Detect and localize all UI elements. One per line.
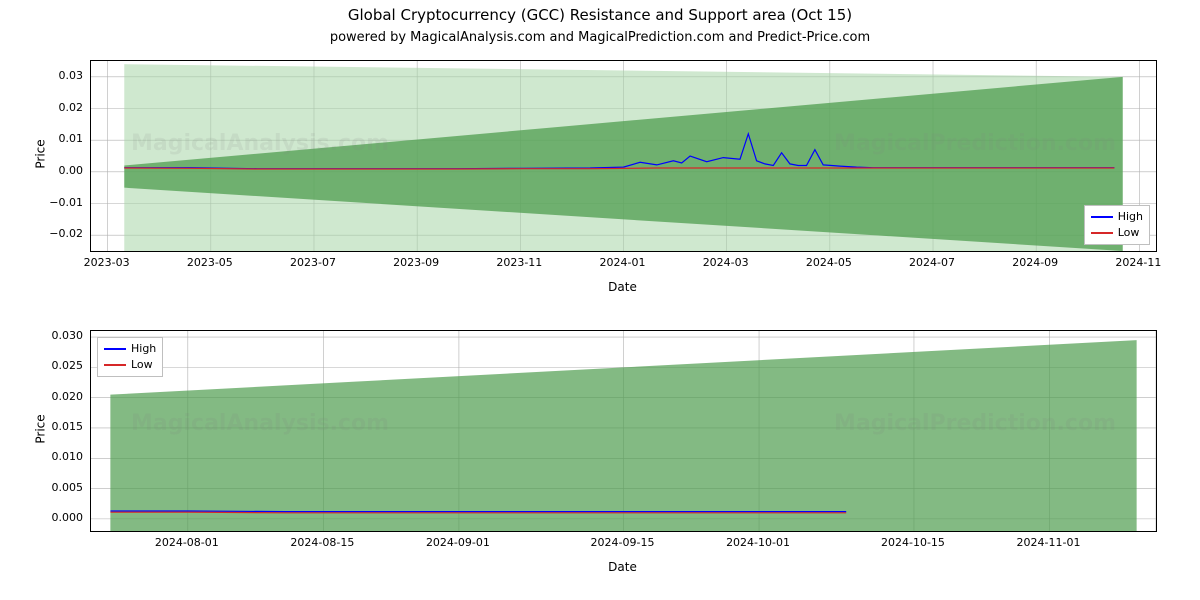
x-tick-label: 2024-11-01 [1011,536,1087,549]
x-tick-label: 2023-07 [283,256,343,269]
y-tick-label: 0.000 [35,511,83,524]
legend: High Low [1084,205,1150,245]
y-tick-label: 0.03 [35,69,83,82]
legend-swatch [1091,216,1113,218]
y-tick-label: 0.005 [35,481,83,494]
x-tick-label: 2024-11 [1108,256,1168,269]
bottom-plot-area: MagicalAnalysis.com MagicalPrediction.co… [90,330,1157,532]
chart-title: Global Cryptocurrency (GCC) Resistance a… [0,6,1200,24]
bottom-plot-svg [91,331,1156,531]
x-tick-label: 2024-03 [696,256,756,269]
legend-swatch [104,348,126,350]
x-tick-label: 2024-01 [593,256,653,269]
top-plot-svg [91,61,1156,251]
y-tick-label: 0.02 [35,101,83,114]
y-tick-label: −0.02 [35,227,83,240]
legend-item: High [1091,209,1143,225]
x-tick-label: 2024-09 [1005,256,1065,269]
x-axis-label: Date [90,560,1155,574]
legend-item: Low [104,357,156,373]
legend-item: Low [1091,225,1143,241]
x-tick-label: 2024-08-15 [284,536,360,549]
figure: Global Cryptocurrency (GCC) Resistance a… [0,0,1200,600]
x-tick-label: 2024-09-01 [420,536,496,549]
x-tick-label: 2023-11 [489,256,549,269]
x-tick-label: 2023-03 [77,256,137,269]
y-tick-label: 0.025 [35,359,83,372]
x-tick-label: 2024-09-15 [585,536,661,549]
x-tick-label: 2024-10-01 [720,536,796,549]
legend-label: Low [1118,225,1140,241]
legend-swatch [1091,232,1113,234]
y-tick-label: 0.030 [35,329,83,342]
legend-swatch [104,364,126,366]
y-tick-label: −0.01 [35,196,83,209]
x-axis-label: Date [90,280,1155,294]
y-tick-label: 0.010 [35,450,83,463]
legend-label: Low [131,357,153,373]
y-tick-label: 0.020 [35,390,83,403]
legend: High Low [97,337,163,377]
x-tick-label: 2023-09 [386,256,446,269]
x-tick-label: 2024-07 [902,256,962,269]
chart-subtitle: powered by MagicalAnalysis.com and Magic… [0,30,1200,45]
x-tick-label: 2024-08-01 [149,536,225,549]
y-tick-label: 0.00 [35,164,83,177]
y-tick-label: 0.01 [35,132,83,145]
legend-label: High [131,341,156,357]
x-tick-label: 2024-10-15 [875,536,951,549]
top-plot-area: MagicalAnalysis.com MagicalPrediction.co… [90,60,1157,252]
legend-item: High [104,341,156,357]
legend-label: High [1118,209,1143,225]
x-tick-label: 2024-05 [799,256,859,269]
x-tick-label: 2023-05 [180,256,240,269]
y-tick-label: 0.015 [35,420,83,433]
